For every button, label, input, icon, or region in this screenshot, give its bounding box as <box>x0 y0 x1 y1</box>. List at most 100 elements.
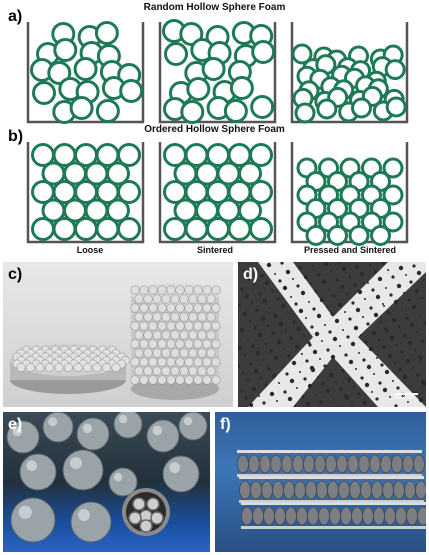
pore <box>317 273 320 276</box>
panel-sphere <box>282 455 293 473</box>
panel-c-label: c) <box>8 266 22 284</box>
pore <box>373 270 376 273</box>
hollow-sphere <box>121 81 142 102</box>
cylinder-bead <box>140 286 149 295</box>
cylinder-bead <box>144 331 153 340</box>
pore <box>366 322 369 325</box>
pore <box>419 357 422 360</box>
pore <box>342 267 346 271</box>
pore <box>345 396 349 400</box>
panel-sphere <box>374 507 385 525</box>
panel-sphere <box>319 507 330 525</box>
cylinder-bead <box>158 322 167 331</box>
cylinder-bead <box>212 376 221 385</box>
metal-sphere <box>114 412 142 438</box>
cylinder-bead <box>135 367 144 376</box>
caption-loose: Loose <box>40 245 140 255</box>
cylinder-bead <box>162 295 171 304</box>
pore <box>367 365 371 369</box>
pore <box>299 371 301 373</box>
panel-sphere <box>339 481 350 499</box>
pore <box>303 335 305 337</box>
caption-sintered: Sintered <box>165 245 265 255</box>
panel-sphere <box>242 507 253 525</box>
pore <box>244 396 247 399</box>
cylinder-bead <box>194 340 203 349</box>
cylinder-bead <box>189 313 198 322</box>
panel-sphere <box>403 455 414 473</box>
sphere-highlight <box>184 417 192 425</box>
panel-c-photo <box>3 262 233 407</box>
pore <box>301 395 304 398</box>
pore <box>401 310 403 312</box>
pore <box>240 390 242 392</box>
pore <box>278 279 281 282</box>
cylinder-bead <box>167 376 176 385</box>
cylinder-bead <box>162 367 171 376</box>
pore <box>256 351 260 355</box>
pore <box>358 352 360 354</box>
panel-sphere <box>251 481 262 499</box>
cylinder-bead <box>212 358 221 367</box>
pore <box>252 387 256 391</box>
pore <box>391 275 394 278</box>
cylinder-bead <box>135 295 144 304</box>
panel-sphere <box>326 455 337 473</box>
pore <box>389 293 392 296</box>
disk-bead <box>74 363 82 371</box>
disk-bead <box>64 363 72 371</box>
cylinder-bead <box>176 376 185 385</box>
panel-sphere <box>317 481 328 499</box>
metal-sphere <box>147 420 179 452</box>
cylinder-bead <box>153 367 162 376</box>
pore <box>354 326 358 330</box>
pore <box>304 275 308 279</box>
pore <box>253 326 256 329</box>
pore <box>287 312 289 314</box>
pore <box>274 273 276 275</box>
pore <box>243 312 247 316</box>
cylinder-bead <box>194 358 203 367</box>
cylinder-bead <box>131 304 140 313</box>
cylinder-bead <box>140 358 149 367</box>
hollow-sphere <box>387 98 405 116</box>
disk-bead <box>55 363 63 371</box>
cylinder-bead <box>158 358 167 367</box>
panel-sphere <box>315 455 326 473</box>
pore <box>294 405 296 407</box>
pore <box>290 379 294 383</box>
pore <box>251 302 253 304</box>
pore <box>326 389 330 393</box>
hollow-sphere <box>188 79 209 100</box>
pore <box>341 369 344 372</box>
hollow-sphere <box>372 227 390 245</box>
hollow-sphere <box>33 219 54 240</box>
pore <box>321 340 323 342</box>
pore <box>416 373 419 376</box>
cylinder-bead <box>180 349 189 358</box>
face-sheet <box>239 476 424 479</box>
pore <box>258 333 262 337</box>
hollow-sphere <box>119 219 140 240</box>
pore <box>271 331 274 334</box>
panel-sphere <box>240 481 251 499</box>
pore <box>285 372 288 375</box>
pore <box>295 345 299 349</box>
pore <box>416 331 418 333</box>
sphere-highlight <box>26 460 37 471</box>
pore <box>364 340 367 343</box>
pore <box>244 354 246 356</box>
pore <box>255 308 258 311</box>
ordered-foam-diagram <box>0 138 429 246</box>
pore <box>281 304 285 308</box>
cylinder-bead <box>189 349 198 358</box>
disk-bead <box>36 363 44 371</box>
panel-sphere <box>295 481 306 499</box>
pore <box>315 332 319 336</box>
pore <box>249 362 252 365</box>
panel-sphere <box>418 507 427 525</box>
cylinder-bead <box>212 304 221 313</box>
cylinder-bead <box>153 313 162 322</box>
pore <box>317 376 319 378</box>
hollow-sphere <box>318 100 336 118</box>
